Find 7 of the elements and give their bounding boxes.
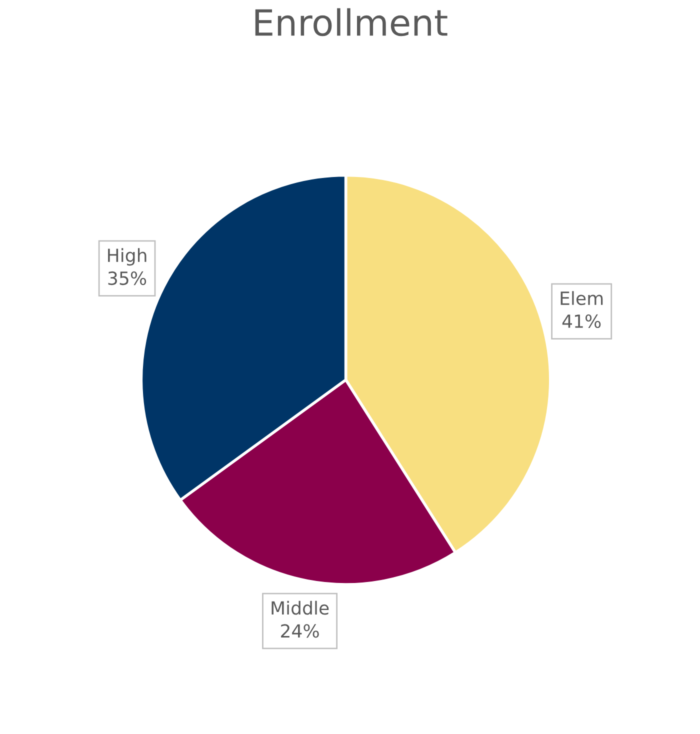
slice-label: Elem: [560, 291, 603, 306]
data-label: 24%: [281, 624, 319, 638]
data-label: 41%: [562, 314, 601, 328]
chart-title: Enrollment: [255, 8, 448, 36]
slice-label: High: [108, 248, 146, 266]
slice-label: Middle: [272, 600, 329, 615]
data-label: 35%: [108, 271, 146, 286]
